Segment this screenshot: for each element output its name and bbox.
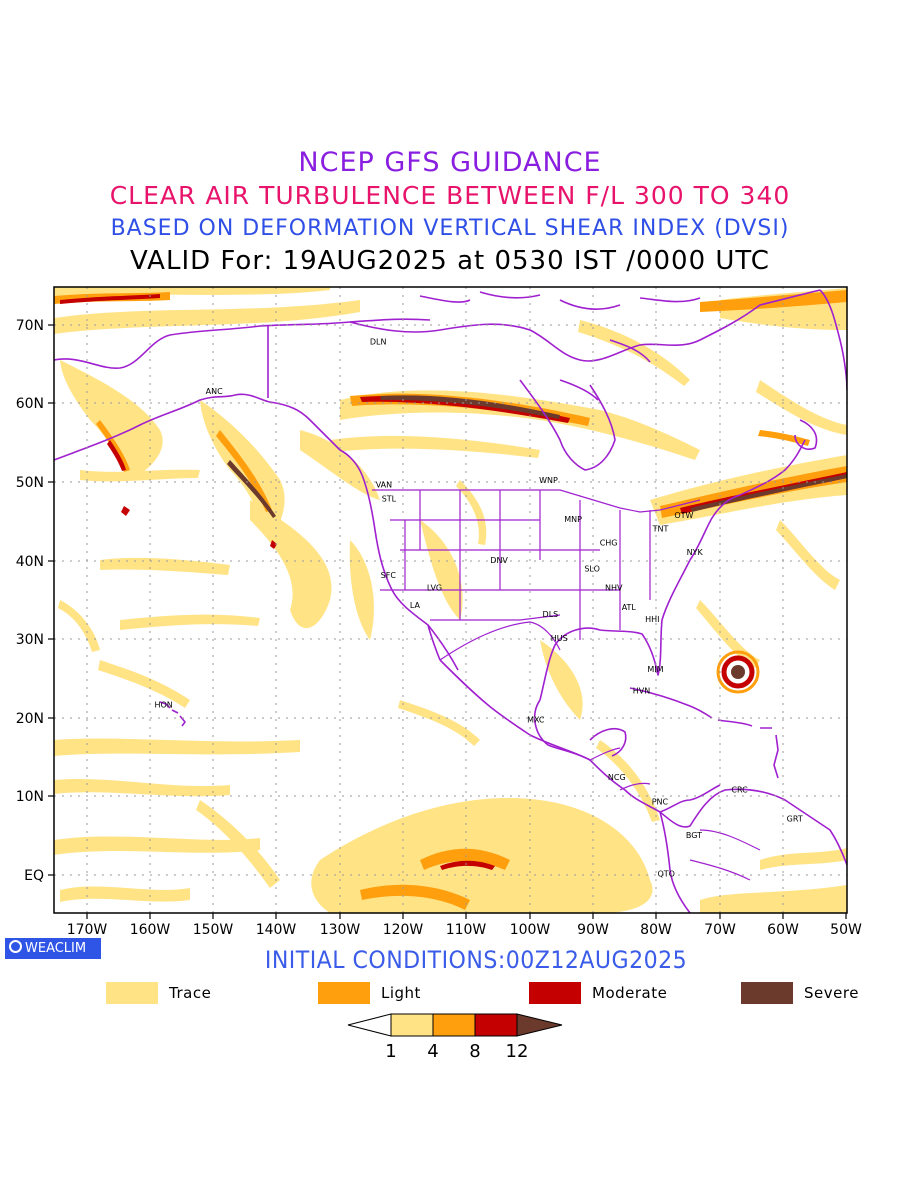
- legend-swatch-trace: [106, 982, 158, 1004]
- legend-label-trace: Trace: [169, 984, 212, 1002]
- station-label-crc: CRC: [731, 786, 748, 795]
- station-label-atl: ATL: [622, 603, 637, 612]
- lon-label: 110W: [446, 922, 487, 938]
- station-labels: ANC DLN VAN STL WNP MNP OTW TNT CHG NYK DNV SFC LVG S…: [154, 337, 802, 878]
- chart-method: BASED ON DEFORMATION VERTICAL SHEAR INDE…: [110, 216, 790, 241]
- longitude-labels: 170W 160W 150W 140W 130W 120W 110W 100W …: [67, 922, 862, 938]
- logo-text: WEACLIM: [25, 941, 87, 956]
- lon-label: 150W: [193, 922, 234, 938]
- station-label-dnv: DNV: [490, 556, 508, 565]
- colorbar-tick: 12: [506, 1041, 529, 1062]
- station-label-dln: DLN: [370, 337, 387, 346]
- legend-swatch-moderate: [529, 982, 581, 1004]
- lat-label: EQ: [24, 868, 44, 884]
- colorbar-light: [432, 1013, 476, 1037]
- legend-label-light: Light: [381, 984, 421, 1002]
- station-label-hhi: HHI: [645, 615, 659, 624]
- colorbar-tick: 1: [385, 1041, 396, 1062]
- legend-label-moderate: Moderate: [592, 984, 668, 1002]
- turbulence-map: ANC DLN VAN STL WNP MNP OTW TNT CHG NYK DNV SFC LVG S…: [16, 286, 862, 938]
- lon-label: 90W: [577, 922, 609, 938]
- station-label-anc: ANC: [206, 387, 223, 396]
- station-label-hvn: HVN: [633, 686, 650, 695]
- lon-label: 70W: [704, 922, 736, 938]
- lon-label: 60W: [767, 922, 799, 938]
- political-boundaries: [372, 489, 761, 881]
- lon-label: 100W: [510, 922, 551, 938]
- station-label-grt: GRT: [787, 815, 803, 824]
- valid-time: VALID For: 19AUG2025 at 0530 IST /0000 U…: [130, 246, 770, 276]
- logo-ring-icon: [9, 940, 22, 953]
- lon-label: 140W: [256, 922, 297, 938]
- severe-areas: [227, 395, 847, 679]
- station-label-ncg: NCG: [608, 773, 626, 782]
- station-label-slo: SLO: [584, 565, 600, 574]
- map-frame: [53, 286, 848, 914]
- station-label-la: LA: [410, 601, 421, 610]
- chart-title: NCEP GFS GUIDANCE: [298, 147, 602, 178]
- station-label-hon: HON: [154, 701, 172, 710]
- station-label-hus: HUS: [551, 634, 568, 643]
- colorbar-high-arrow: [516, 1013, 563, 1037]
- lat-label: 40N: [16, 554, 44, 570]
- initial-conditions: INITIAL CONDITIONS:00Z12AUG2025: [264, 946, 688, 974]
- lon-label: 80W: [640, 922, 672, 938]
- coastlines: [54, 289, 847, 913]
- lon-label: 130W: [320, 922, 361, 938]
- colorbar-moderate: [474, 1013, 518, 1037]
- chart-subtitle: CLEAR AIR TURBULENCE BETWEEN F/L 300 TO …: [109, 181, 791, 210]
- lat-label: 60N: [16, 396, 44, 412]
- colorbar-tick: 8: [469, 1041, 480, 1062]
- station-label-chg: CHG: [600, 539, 618, 548]
- legend-swatch-light: [318, 982, 370, 1004]
- station-label-tnt: TNT: [652, 525, 669, 534]
- station-label-wnp: WNP: [539, 476, 558, 485]
- lon-label: 160W: [130, 922, 171, 938]
- hurricane-swirl: [721, 655, 755, 689]
- station-label-stl: STL: [382, 495, 397, 504]
- lon-label: 50W: [830, 922, 862, 938]
- graticule: [54, 287, 847, 913]
- lat-label: 70N: [16, 318, 44, 334]
- station-label-dls: DLS: [543, 610, 559, 619]
- station-label-sfc: SFC: [381, 571, 397, 580]
- lat-label: 20N: [16, 711, 44, 727]
- station-label-otw: OTW: [674, 511, 693, 520]
- lon-label: 170W: [67, 922, 108, 938]
- station-label-mxc: MXC: [527, 716, 545, 725]
- station-label-lvg: LVG: [427, 584, 442, 593]
- station-label-pnc: PNC: [652, 797, 669, 806]
- colorbar-low-arrow: [347, 1013, 392, 1037]
- colorbar-tick: 4: [427, 1041, 438, 1062]
- latitude-labels: 70N 60N 50N 40N 30N 20N 10N EQ: [16, 318, 44, 884]
- axis-ticks: [48, 324, 847, 919]
- lon-label: 120W: [383, 922, 424, 938]
- legend-label-severe: Severe: [804, 984, 859, 1002]
- legend-swatch-severe: [741, 982, 793, 1004]
- station-label-mim: MIM: [647, 665, 663, 674]
- weaclim-logo: WEACLIM: [5, 938, 101, 959]
- station-label-van: VAN: [376, 481, 392, 490]
- lat-label: 30N: [16, 632, 44, 648]
- station-label-mnp: MNP: [564, 515, 582, 524]
- lat-label: 50N: [16, 475, 44, 491]
- station-label-bgt: BGT: [686, 831, 702, 840]
- station-label-nhv: NHV: [605, 584, 623, 593]
- colorbar-trace: [390, 1013, 434, 1037]
- station-label-nyk: NYK: [687, 548, 704, 557]
- lat-label: 10N: [16, 789, 44, 805]
- station-label-qto: QTO: [657, 870, 674, 879]
